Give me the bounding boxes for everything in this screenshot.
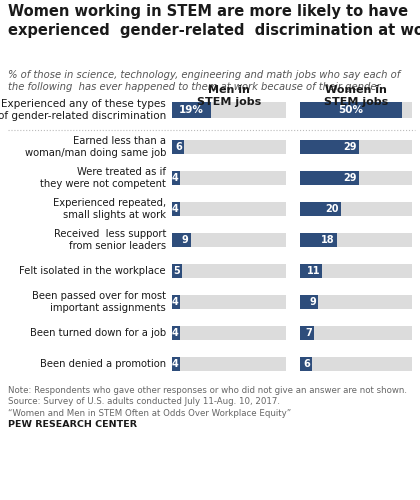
Text: 4: 4: [171, 297, 178, 307]
Text: 20: 20: [325, 204, 339, 214]
Text: Been passed over for most
important assignments: Been passed over for most important assi…: [32, 291, 166, 313]
Bar: [300, 326, 314, 340]
Bar: [300, 102, 412, 118]
Text: Experienced any of these types
of gender-related discrimination: Experienced any of these types of gender…: [0, 99, 166, 121]
Bar: [172, 171, 286, 185]
Bar: [300, 326, 412, 340]
Bar: [300, 264, 412, 278]
Text: Men in
STEM jobs: Men in STEM jobs: [197, 85, 261, 106]
Bar: [172, 295, 180, 309]
Text: Women in
STEM jobs: Women in STEM jobs: [324, 85, 388, 106]
Bar: [300, 171, 412, 185]
Bar: [172, 140, 286, 154]
Bar: [172, 171, 180, 185]
Text: Women working in STEM are more likely to have
experienced  gender-related  discr: Women working in STEM are more likely to…: [8, 4, 420, 38]
Bar: [300, 202, 412, 216]
Text: Been turned down for a job: Been turned down for a job: [30, 328, 166, 338]
Text: Note: Respondents who gave other responses or who did not give an answer are not: Note: Respondents who gave other respons…: [8, 386, 407, 418]
Bar: [300, 140, 359, 154]
Text: Received  less support
from senior leaders: Received less support from senior leader…: [54, 229, 166, 251]
Bar: [300, 171, 359, 185]
Bar: [172, 357, 180, 371]
Bar: [300, 295, 412, 309]
Bar: [172, 357, 286, 371]
Text: PEW RESEARCH CENTER: PEW RESEARCH CENTER: [8, 420, 137, 429]
Text: 4: 4: [171, 173, 178, 183]
Text: 6: 6: [304, 359, 310, 369]
Bar: [172, 264, 286, 278]
Text: 9: 9: [182, 235, 189, 245]
Text: 18: 18: [321, 235, 335, 245]
Text: 4: 4: [171, 204, 178, 214]
Bar: [172, 295, 286, 309]
Text: 6: 6: [176, 142, 182, 152]
Text: 7: 7: [305, 328, 312, 338]
Text: 29: 29: [344, 173, 357, 183]
Text: Experienced repeated,
small slights at work: Experienced repeated, small slights at w…: [53, 198, 166, 220]
Text: Were treated as if
they were not competent: Were treated as if they were not compete…: [40, 167, 166, 189]
Bar: [300, 357, 412, 371]
Bar: [172, 102, 211, 118]
Text: Felt isolated in the workplace: Felt isolated in the workplace: [19, 266, 166, 276]
Text: 5: 5: [173, 266, 180, 276]
Bar: [300, 233, 412, 247]
Bar: [300, 233, 337, 247]
Bar: [172, 202, 180, 216]
Text: Been denied a promotion: Been denied a promotion: [40, 359, 166, 369]
Bar: [172, 140, 184, 154]
Bar: [300, 357, 312, 371]
Bar: [300, 264, 323, 278]
Bar: [172, 102, 286, 118]
Bar: [172, 233, 286, 247]
Text: 19%: 19%: [179, 105, 204, 115]
Bar: [300, 102, 402, 118]
Text: 9: 9: [310, 297, 316, 307]
Bar: [172, 202, 286, 216]
Bar: [172, 326, 180, 340]
Text: 4: 4: [171, 359, 178, 369]
Bar: [300, 202, 341, 216]
Bar: [300, 295, 318, 309]
Bar: [172, 233, 191, 247]
Bar: [300, 140, 412, 154]
Bar: [172, 326, 286, 340]
Text: Earned less than a
woman/man doing same job: Earned less than a woman/man doing same …: [25, 136, 166, 158]
Text: 4: 4: [171, 328, 178, 338]
Text: 29: 29: [344, 142, 357, 152]
Text: 50%: 50%: [339, 105, 363, 115]
Bar: [172, 264, 182, 278]
Text: 11: 11: [307, 266, 320, 276]
Text: % of those in science, technology, engineering and math jobs who say each of
the: % of those in science, technology, engin…: [8, 70, 400, 92]
